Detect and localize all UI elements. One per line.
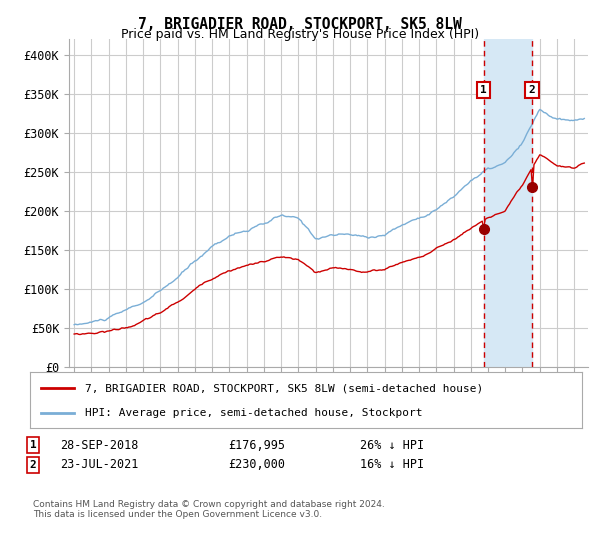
Text: 23-JUL-2021: 23-JUL-2021 (60, 458, 139, 472)
Text: 16% ↓ HPI: 16% ↓ HPI (360, 458, 424, 472)
Text: £176,995: £176,995 (228, 438, 285, 452)
Text: 1: 1 (480, 85, 487, 95)
Bar (484, 39, 532, 367)
Text: 1: 1 (29, 440, 37, 450)
Text: Contains HM Land Registry data © Crown copyright and database right 2024.
This d: Contains HM Land Registry data © Crown c… (33, 500, 385, 519)
Text: 7, BRIGADIER ROAD, STOCKPORT, SK5 8LW (semi-detached house): 7, BRIGADIER ROAD, STOCKPORT, SK5 8LW (s… (85, 383, 484, 393)
Text: HPI: Average price, semi-detached house, Stockport: HPI: Average price, semi-detached house,… (85, 408, 422, 418)
Text: Price paid vs. HM Land Registry's House Price Index (HPI): Price paid vs. HM Land Registry's House … (121, 28, 479, 41)
Text: 2: 2 (529, 85, 535, 95)
Text: 2: 2 (29, 460, 37, 470)
Text: £230,000: £230,000 (228, 458, 285, 472)
Text: 7, BRIGADIER ROAD, STOCKPORT, SK5 8LW: 7, BRIGADIER ROAD, STOCKPORT, SK5 8LW (138, 17, 462, 32)
Text: 26% ↓ HPI: 26% ↓ HPI (360, 438, 424, 452)
Text: 28-SEP-2018: 28-SEP-2018 (60, 438, 139, 452)
